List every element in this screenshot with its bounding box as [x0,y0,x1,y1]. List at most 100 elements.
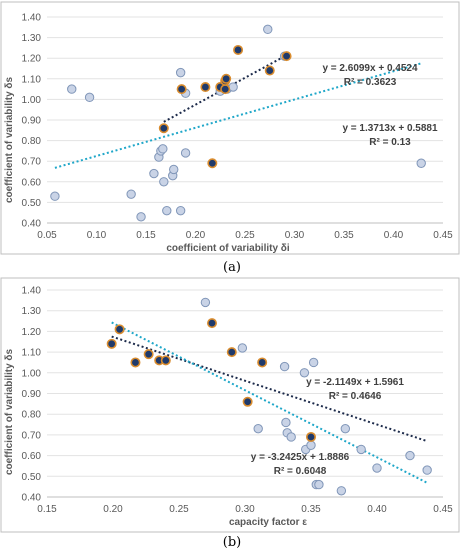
y-tick-label-a-8: 1.20 [22,54,42,65]
data-point-subset-a-1 [176,84,187,95]
y-axis-title-b: coefficient of variability δs [4,349,15,476]
trendline-all-b [111,321,428,484]
trendline-subset-a [163,54,288,123]
data-point-all-b-4 [281,417,291,428]
data-point-subset-a-3 [207,158,218,169]
trend-equation-subset-b: y = -2.1149x + 1.5961 [306,377,404,388]
data-point-subset-b-8 [242,396,253,407]
x-tick-label-b-6: 0.45 [433,504,453,515]
data-point-all-a-5 [149,168,159,179]
y-tick-label-a-10: 1.40 [22,13,42,24]
data-point-subset-b-10 [305,431,316,442]
data-point-all-b-13 [336,486,347,496]
x-tick-label-a-6: 0.35 [334,230,354,241]
data-point-all-a-1 [67,84,77,94]
trend-r2-all-b: R² = 0.6048 [274,466,327,477]
trend-equation-all-a: y = 1.3713x + 0.5881 [342,123,438,134]
trendline-all-a [54,62,422,169]
data-point-subset-a-2 [200,82,211,93]
chart-panel-b: 0.40 0.50 0.60 0.70 0.80 0.90 1.00 1.10 1.20 1.30… [0,277,460,533]
data-point-subset-b-0 [106,338,117,349]
data-point-subset-b-9 [257,357,268,368]
data-point-all-b-9 [306,440,316,450]
data-point-all-a-12 [169,164,179,175]
data-point-all-a-9 [159,177,169,187]
x-tick-label-b-4: 0.35 [301,504,321,515]
data-point-all-b-10 [308,357,319,368]
x-tick-label-a-4: 0.25 [235,230,255,241]
data-point-subset-b-5 [160,355,171,366]
x-tick-label-b-3: 0.30 [235,504,255,515]
data-point-all-a-4 [136,212,146,222]
data-point-all-a-2 [84,92,95,103]
x-tick-label-b-0: 0.15 [37,504,57,515]
data-point-subset-b-7 [226,347,237,358]
data-point-subset-b-2 [130,357,141,368]
x-tick-label-a-1: 0.10 [87,230,107,241]
y-tick-label-b-0: 0.40 [22,493,42,504]
data-point-all-b-14 [340,423,351,434]
data-point-all-a-0 [50,191,60,201]
data-point-all-b-2 [253,423,263,434]
y-tick-label-b-7: 1.10 [22,348,42,359]
data-point-subset-a-0 [158,123,169,134]
y-tick-label-b-2: 0.60 [22,451,42,462]
panel-label-b: (b) [223,535,241,550]
x-tick-label-a-0: 0.05 [37,230,57,241]
y-tick-label-a-9: 1.30 [22,33,42,44]
y-tick-label-b-9: 1.30 [22,306,42,317]
x-tick-label-a-5: 0.30 [285,230,305,241]
x-tick-label-b-5: 0.40 [367,504,387,515]
chart-frame-b [0,277,460,533]
x-tick-label-a-8: 0.45 [433,230,453,241]
chart-frame-a [0,1,460,255]
data-point-all-a-20 [263,24,273,35]
data-point-all-b-16 [372,463,382,473]
y-tick-label-a-6: 1.00 [22,95,42,106]
y-tick-label-a-0: 0.40 [22,219,42,230]
data-point-all-b-0 [200,297,211,308]
data-point-all-b-17 [405,450,415,461]
data-point-all-a-3 [126,189,136,199]
data-point-all-a-10 [162,205,172,216]
y-tick-label-a-7: 1.10 [22,74,42,85]
y-tick-label-a-4: 0.80 [22,136,42,147]
data-point-subset-b-1 [114,324,125,335]
trend-equation-subset-a: y = 2.6099x + 0.4524 [322,63,418,74]
data-point-all-a-19 [228,82,238,92]
y-tick-label-a-2: 0.60 [22,177,42,188]
x-tick-label-a-3: 0.20 [186,230,206,241]
data-point-subset-a-7 [221,73,232,84]
y-tick-label-b-6: 1.00 [22,368,42,379]
chart-panel-a: 0.40 0.50 0.60 0.70 0.80 0.90 1.00 1.10 1.20 1.30… [0,1,460,255]
y-tick-label-b-3: 0.70 [22,430,42,441]
y-tick-label-a-5: 0.90 [22,116,42,127]
y-tick-label-a-3: 0.70 [22,157,42,168]
data-point-all-a-22 [416,158,426,168]
x-tick-label-a-7: 0.40 [384,230,404,241]
data-point-all-b-7 [299,368,310,378]
x-axis-title-b: capacity factor ε [229,517,307,528]
trend-equation-all-b: y = -3.2425x + 1.8886 [251,452,350,463]
data-point-all-a-16 [180,148,191,158]
y-tick-label-b-1: 0.50 [22,472,42,483]
y-tick-label-b-8: 1.20 [22,327,42,338]
data-point-all-b-1 [237,343,248,353]
x-tick-label-a-2: 0.15 [136,230,156,241]
data-point-all-a-14 [175,205,186,216]
trend-r2-all-a: R² = 0.13 [369,137,411,148]
data-point-all-a-8 [158,144,168,154]
x-tick-label-b-1: 0.20 [103,504,123,515]
data-point-subset-a-10 [281,51,292,62]
trend-r2-subset-a: R² = 0.3623 [344,77,397,88]
y-axis-title-a: coefficient of variability δs [4,77,15,204]
data-point-all-b-3 [279,361,290,372]
data-point-all-b-6 [286,432,296,442]
panel-label-a: (a) [223,260,241,275]
data-point-subset-a-9 [264,65,275,76]
data-point-all-b-15 [356,444,366,455]
x-axis-title-a: coefficient of variability δi [166,243,290,254]
data-point-all-b-12 [314,479,324,490]
y-tick-label-b-10: 1.40 [22,286,42,297]
